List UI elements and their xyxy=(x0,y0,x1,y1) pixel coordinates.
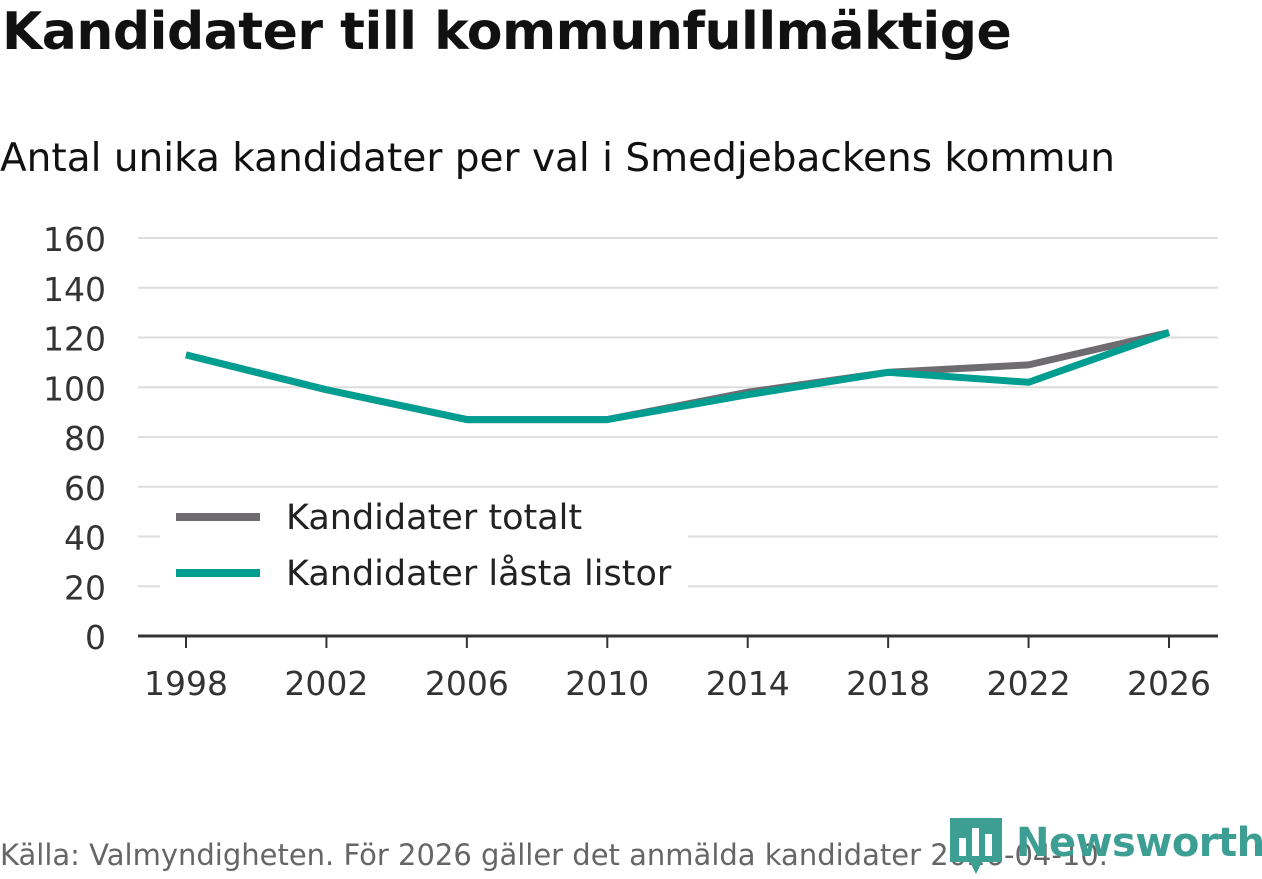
x-tick-label: 2006 xyxy=(425,664,509,703)
newsworthy-logo-icon xyxy=(950,818,1002,874)
y-tick-label: 80 xyxy=(64,419,106,458)
newsworthy-logo-text: Newsworthy xyxy=(1016,820,1262,866)
source-note: Källa: Valmyndigheten. För 2026 gäller d… xyxy=(0,838,1108,872)
y-tick-label: 60 xyxy=(64,469,106,508)
series-line-1 xyxy=(185,329,1171,424)
chart-subtitle: Antal unika kandidater per val i Smedjeb… xyxy=(0,136,1115,181)
legend-background xyxy=(160,488,688,598)
legend: Kandidater totalt Kandidater låsta listor xyxy=(160,488,688,598)
chart-title: Kandidater till kommunfullmäktige xyxy=(2,2,1012,62)
y-tick-label: 40 xyxy=(64,519,106,558)
x-tick-label: 2022 xyxy=(987,664,1071,703)
y-tick-label: 140 xyxy=(43,270,106,309)
newsworthy-logo: Newsworthy xyxy=(950,818,1262,878)
x-tick-label: 1998 xyxy=(144,664,228,703)
y-tick-label: 20 xyxy=(64,568,106,607)
line-chart: Kandidater totalt Kandidater låsta listor… xyxy=(43,220,1218,703)
x-tick-label: 2026 xyxy=(1127,664,1211,703)
x-tick-label: 2018 xyxy=(846,664,930,703)
legend-label: Kandidater totalt xyxy=(286,498,582,538)
legend-label: Kandidater låsta listor xyxy=(286,553,672,594)
series-layer xyxy=(185,329,1171,424)
y-tick-label: 100 xyxy=(43,369,106,408)
x-tick-label: 2002 xyxy=(284,664,368,703)
y-tick-label: 160 xyxy=(43,220,106,259)
y-tick-label: 120 xyxy=(43,320,106,359)
x-tick-label: 2010 xyxy=(565,664,649,703)
axis-layer: 0 20 40 60 80 100 120 140 160 1998 2002 2006 2010 201… xyxy=(43,220,1218,703)
y-tick-label: 0 xyxy=(85,618,106,657)
x-tick-label: 2014 xyxy=(706,664,790,703)
